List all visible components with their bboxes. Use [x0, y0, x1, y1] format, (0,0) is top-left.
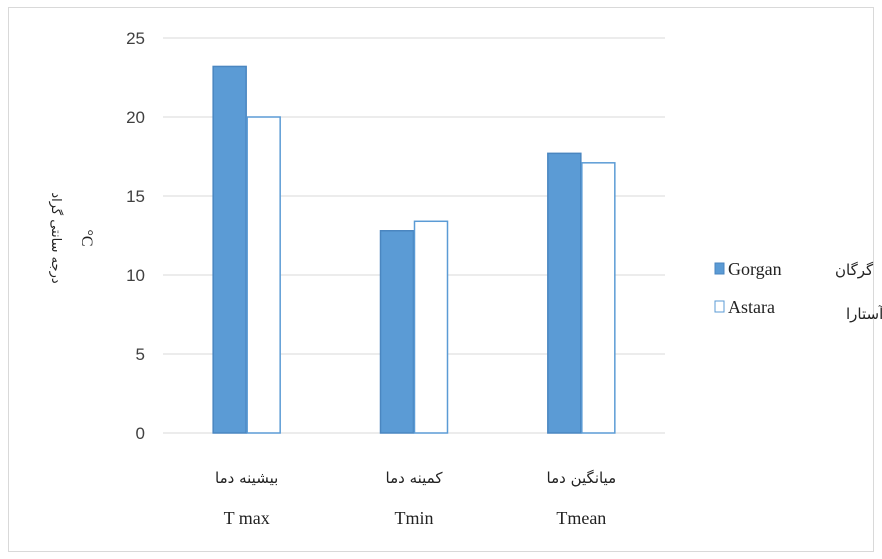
bar-astara-tmean [581, 162, 616, 434]
y-tick-label: 15 [126, 187, 145, 206]
legend-label-gorgan: Gorgan [728, 259, 782, 279]
x-category-label-fa: میانگین دما [547, 469, 617, 487]
y-tick-label: 0 [136, 424, 145, 443]
legend-swatch-astara [714, 300, 725, 313]
y-axis-ticks: 0 5 10 15 20 25 [126, 29, 145, 443]
x-axis-labels: بیشینه دما T max کمینه دما Tmin میانگین دما T… [215, 469, 616, 528]
bar-astara-tmax [246, 116, 281, 434]
y-axis-title: درجه سانتی گراد °C [48, 192, 95, 284]
x-category-label: Tmean [556, 508, 606, 528]
y-axis-title-text: درجه سانتی گراد [48, 192, 64, 284]
legend-label-gorgan-fa: گرگان [835, 261, 874, 279]
bars [212, 65, 616, 434]
legend-swatch-gorgan [714, 262, 725, 275]
y-tick-label: 20 [126, 108, 145, 127]
bar-gorgan-tmin [379, 230, 415, 434]
y-tick-label: 25 [126, 29, 145, 48]
bar-gorgan-tmean [547, 152, 582, 434]
bar-astara-tmin [413, 220, 449, 434]
x-category-label-fa: کمینه دما [386, 469, 444, 487]
bar-gorgan-tmax [212, 65, 247, 434]
x-category-label-fa: بیشینه دما [215, 469, 278, 487]
y-tick-label: 5 [136, 345, 145, 364]
x-category-label: Tmin [395, 508, 434, 528]
legend-label-astara: Astara [728, 297, 775, 317]
y-axis-unit: °C [78, 229, 95, 246]
legend: Gorgan گرگان Astara آستارا [714, 259, 882, 323]
x-category-label: T max [224, 508, 270, 528]
y-tick-label: 10 [126, 266, 145, 285]
legend-label-astara-fa: آستارا [846, 305, 882, 323]
